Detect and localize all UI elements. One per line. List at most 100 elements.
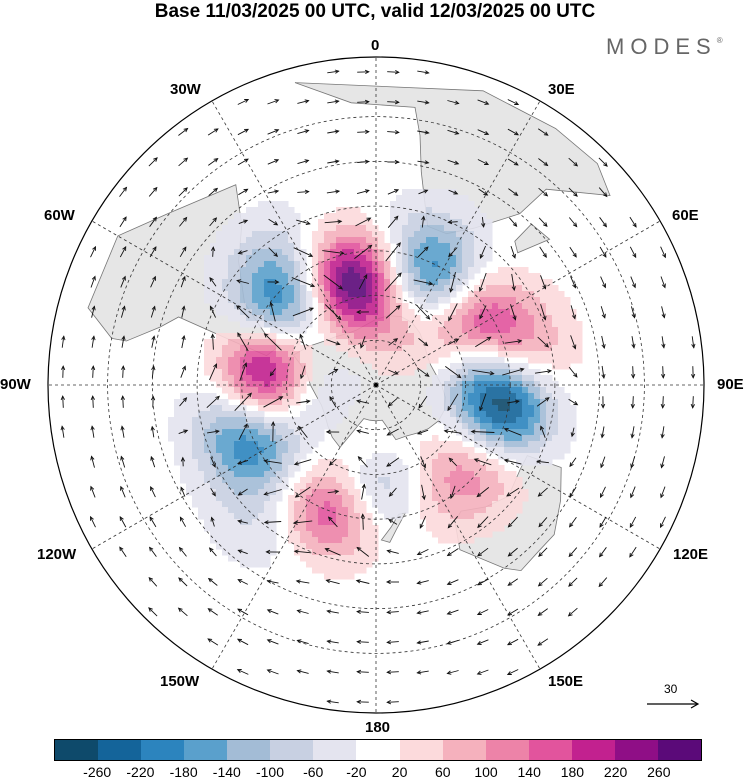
anomaly-cell: [324, 273, 331, 280]
anomaly-cell: [432, 339, 439, 346]
anomaly-cell: [234, 261, 241, 268]
anomaly-cell: [372, 477, 379, 484]
reference-vector-label: 30: [664, 682, 678, 696]
anomaly-cell: [540, 297, 547, 304]
anomaly-cell: [462, 435, 469, 442]
anomaly-cell: [384, 453, 391, 460]
wind-arrow-head: [355, 579, 361, 584]
anomaly-cell: [480, 513, 487, 520]
wind-arrow-head: [293, 461, 299, 466]
wind-arrow-head: [150, 395, 156, 401]
anomaly-cell: [234, 381, 241, 388]
wind-arrow-head: [211, 491, 216, 497]
anomaly-cell: [474, 291, 481, 298]
anomaly-cell: [240, 273, 247, 280]
anomaly-cell: [516, 423, 523, 430]
anomaly-cell: [210, 375, 217, 382]
anomaly-cell: [414, 225, 421, 232]
anomaly-cell: [288, 303, 295, 310]
wind-arrow: [209, 306, 217, 318]
anomaly-cell: [204, 267, 211, 274]
anomaly-cell: [474, 303, 481, 310]
anomaly-cell: [276, 405, 283, 412]
anomaly-cell: [246, 345, 253, 352]
anomaly-cell: [354, 303, 361, 310]
anomaly-cell: [450, 501, 457, 508]
wind-arrow-head: [428, 281, 434, 286]
anomaly-cell: [456, 267, 463, 274]
anomaly-cell: [234, 291, 241, 298]
anomaly-cell: [210, 441, 217, 448]
wind-arrow: [362, 514, 364, 530]
anomaly-cell: [312, 429, 319, 436]
wind-arrow: [662, 366, 664, 378]
anomaly-cell: [360, 477, 367, 484]
anomaly-cell: [438, 489, 445, 496]
anomaly-cell: [450, 453, 457, 460]
wind-arrow: [387, 611, 399, 613]
anomaly-cell: [318, 249, 325, 256]
anomaly-cell: [306, 483, 313, 490]
anomaly-cell: [396, 357, 403, 364]
wind-arrow: [388, 369, 398, 375]
wind-arrow: [387, 101, 399, 103]
anomaly-cell: [546, 321, 553, 328]
anomaly-cell: [192, 423, 199, 430]
anomaly-cell: [246, 471, 253, 478]
wind-arrow-head: [324, 548, 330, 552]
anomaly-cell: [492, 501, 499, 508]
anomaly-cell: [366, 351, 373, 358]
anomaly-cell: [402, 285, 409, 292]
anomaly-cell: [294, 345, 301, 352]
anomaly-cell: [348, 489, 355, 496]
anomaly-cell: [246, 435, 253, 442]
wind-arrow-head: [479, 253, 484, 259]
anomaly-cell: [552, 339, 559, 346]
anomaly-cell: [516, 447, 523, 454]
anomaly-cell: [468, 447, 475, 454]
anomaly-cell: [456, 345, 463, 352]
wind-arrow: [181, 306, 185, 318]
wind-arrow: [237, 459, 249, 465]
wind-arrow: [354, 245, 372, 259]
anomaly-cell: [258, 471, 265, 478]
anomaly-cell: [252, 261, 259, 268]
anomaly-cell: [468, 375, 475, 382]
wind-arrow: [237, 669, 249, 675]
anomaly-cell: [348, 513, 355, 520]
anomaly-cell: [252, 267, 259, 274]
wind-arrow: [511, 273, 515, 291]
anomaly-cell: [414, 189, 421, 196]
wind-arrow: [417, 670, 429, 674]
anomaly-cell: [498, 423, 505, 430]
anomaly-cell: [480, 423, 487, 430]
wind-arrow: [90, 276, 96, 288]
wind-arrow-head: [334, 99, 340, 104]
wind-arrow: [418, 395, 428, 409]
anomaly-cell: [222, 303, 229, 310]
anomaly-cell: [354, 255, 361, 262]
anomaly-cell: [564, 339, 571, 346]
anomaly-cell: [336, 465, 343, 472]
anomaly-cell: [192, 453, 199, 460]
wind-vectors: [60, 69, 696, 705]
anomaly-cell: [390, 465, 397, 472]
anomaly-cell: [486, 471, 493, 478]
anomaly-cell: [348, 507, 355, 514]
anomaly-cell: [354, 537, 361, 544]
anomaly-cell: [252, 255, 259, 262]
anomaly-cell: [480, 393, 487, 400]
anomaly-cell: [294, 423, 301, 430]
anomaly-cell: [552, 303, 559, 310]
anomaly-cell: [420, 303, 427, 310]
anomaly-cell: [504, 423, 511, 430]
anomaly-cell: [240, 495, 247, 502]
anomaly-cell: [402, 273, 409, 280]
anomaly-cell: [474, 369, 481, 376]
lon-label-120w: 120W: [37, 546, 77, 563]
anomaly-cell: [228, 411, 235, 418]
anomaly-cell: [450, 411, 457, 418]
wind-arrow: [327, 70, 339, 74]
anomaly-cell: [174, 405, 181, 412]
anomaly-cell: [438, 405, 445, 412]
